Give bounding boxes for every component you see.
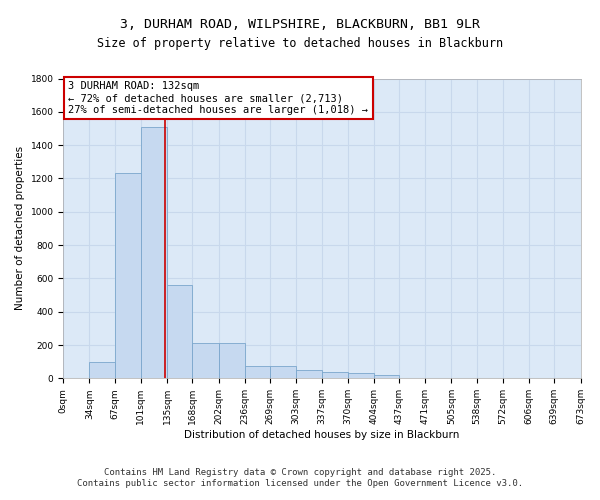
Bar — [193, 344, 218, 378]
Bar — [374, 375, 399, 378]
Y-axis label: Number of detached properties: Number of detached properties — [15, 146, 25, 310]
Text: Size of property relative to detached houses in Blackburn: Size of property relative to detached ho… — [97, 38, 503, 51]
Text: Contains HM Land Registry data © Crown copyright and database right 2025.
Contai: Contains HM Land Registry data © Crown c… — [77, 468, 523, 487]
Bar — [270, 366, 296, 378]
Bar — [167, 285, 193, 378]
Bar — [218, 344, 245, 378]
X-axis label: Distribution of detached houses by size in Blackburn: Distribution of detached houses by size … — [184, 430, 460, 440]
Bar — [245, 366, 270, 378]
Bar — [322, 372, 347, 378]
Text: 3, DURHAM ROAD, WILPSHIRE, BLACKBURN, BB1 9LR: 3, DURHAM ROAD, WILPSHIRE, BLACKBURN, BB… — [120, 18, 480, 30]
Bar — [141, 127, 167, 378]
Bar — [89, 362, 115, 378]
Bar — [115, 174, 141, 378]
Text: 3 DURHAM ROAD: 132sqm
← 72% of detached houses are smaller (2,713)
27% of semi-d: 3 DURHAM ROAD: 132sqm ← 72% of detached … — [68, 82, 368, 114]
Bar — [296, 370, 322, 378]
Bar — [347, 374, 374, 378]
